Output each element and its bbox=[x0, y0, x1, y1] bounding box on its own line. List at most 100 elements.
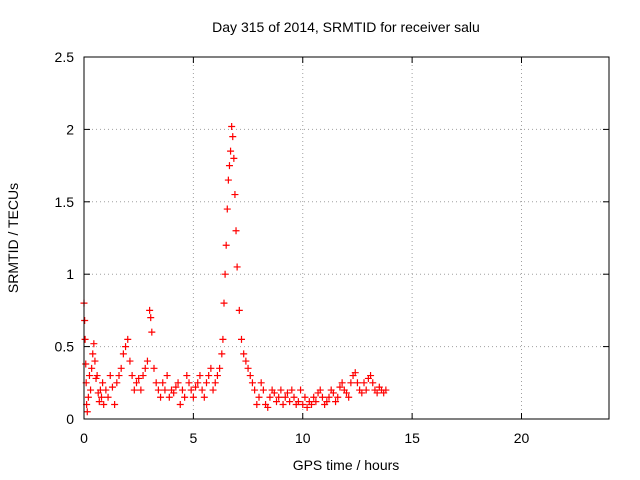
data-point bbox=[382, 386, 390, 394]
data-point bbox=[257, 379, 265, 387]
data-point bbox=[248, 379, 256, 387]
data-point bbox=[360, 379, 368, 387]
data-point bbox=[108, 383, 116, 391]
data-point bbox=[99, 379, 107, 387]
data-point bbox=[369, 379, 377, 387]
data-point bbox=[194, 379, 202, 387]
data-point bbox=[111, 401, 119, 409]
data-point bbox=[231, 191, 239, 199]
data-point bbox=[90, 340, 98, 348]
data-point bbox=[266, 393, 274, 401]
data-point bbox=[345, 393, 353, 401]
data-point bbox=[228, 123, 236, 131]
data-point bbox=[318, 393, 326, 401]
data-point bbox=[137, 386, 145, 394]
data-point bbox=[275, 393, 283, 401]
data-point bbox=[227, 147, 235, 155]
data-point bbox=[113, 379, 121, 387]
data-point bbox=[100, 401, 108, 409]
data-point bbox=[283, 389, 291, 397]
data-point bbox=[362, 386, 370, 394]
data-point bbox=[139, 372, 147, 380]
data-point bbox=[224, 176, 232, 184]
data-point bbox=[286, 398, 294, 406]
data-point bbox=[338, 379, 346, 387]
data-point bbox=[81, 317, 89, 325]
data-point bbox=[353, 379, 361, 387]
grid-lines bbox=[84, 57, 609, 419]
data-point bbox=[124, 335, 132, 343]
data-point bbox=[152, 379, 160, 387]
data-point bbox=[159, 379, 167, 387]
data-point bbox=[240, 350, 248, 358]
data-point bbox=[141, 364, 149, 372]
data-point bbox=[232, 227, 240, 235]
data-point bbox=[259, 386, 267, 394]
data-point bbox=[367, 372, 375, 380]
y-tick-label: 2 bbox=[66, 121, 74, 137]
data-point bbox=[316, 386, 324, 394]
data-point bbox=[334, 393, 342, 401]
y-tick-labels: 0 0.5 1 1.5 2 2.5 bbox=[55, 49, 75, 427]
data-point bbox=[88, 364, 96, 372]
data-point bbox=[102, 386, 110, 394]
data-point bbox=[196, 372, 204, 380]
data-point bbox=[83, 408, 91, 416]
data-point bbox=[128, 372, 136, 380]
data-point bbox=[299, 401, 307, 409]
data-point bbox=[154, 386, 162, 394]
data-point bbox=[332, 398, 340, 406]
data-point bbox=[233, 263, 241, 271]
x-tick-label: 20 bbox=[514, 430, 530, 446]
data-point bbox=[207, 364, 215, 372]
plot-frame bbox=[83, 56, 610, 420]
data-point bbox=[373, 389, 381, 397]
data-point bbox=[93, 372, 101, 380]
data-point bbox=[273, 398, 280, 406]
data-point bbox=[219, 335, 227, 343]
data-point bbox=[290, 393, 298, 401]
data-point bbox=[358, 389, 366, 397]
data-point bbox=[246, 372, 254, 380]
data-point bbox=[218, 350, 226, 358]
data-point bbox=[279, 401, 287, 409]
data-point bbox=[223, 205, 231, 213]
data-point bbox=[264, 403, 272, 411]
data-point bbox=[165, 393, 173, 401]
data-point bbox=[189, 393, 197, 401]
data-point bbox=[104, 393, 112, 401]
data-point bbox=[229, 133, 237, 141]
data-point bbox=[244, 364, 252, 372]
data-point bbox=[176, 401, 184, 409]
data-point bbox=[220, 299, 228, 307]
data-point bbox=[297, 386, 305, 394]
data-point bbox=[351, 369, 359, 377]
data-point bbox=[235, 306, 243, 314]
data-point bbox=[255, 393, 263, 401]
y-axis-label: SRMTID / TECUs bbox=[5, 183, 21, 293]
data-point bbox=[288, 386, 296, 394]
data-point bbox=[183, 372, 191, 380]
data-point bbox=[126, 357, 134, 365]
data-point bbox=[135, 374, 143, 382]
x-tick-label: 5 bbox=[189, 430, 197, 446]
data-point bbox=[301, 393, 309, 401]
x-tick-label: 0 bbox=[80, 430, 88, 446]
y-tick-label: 2.5 bbox=[55, 49, 75, 65]
data-point bbox=[85, 372, 93, 380]
data-point bbox=[81, 335, 89, 343]
data-point bbox=[172, 383, 180, 391]
data-point bbox=[133, 379, 140, 387]
data-point bbox=[84, 393, 92, 401]
data-point bbox=[270, 389, 278, 397]
data-point bbox=[310, 393, 318, 401]
data-point bbox=[157, 393, 165, 401]
data-point bbox=[181, 393, 189, 401]
data-point bbox=[230, 154, 238, 162]
y-tick-label: 1.5 bbox=[55, 194, 75, 210]
data-point bbox=[222, 241, 230, 249]
data-point bbox=[117, 364, 125, 372]
data-point bbox=[216, 364, 224, 372]
data-point bbox=[221, 270, 229, 278]
